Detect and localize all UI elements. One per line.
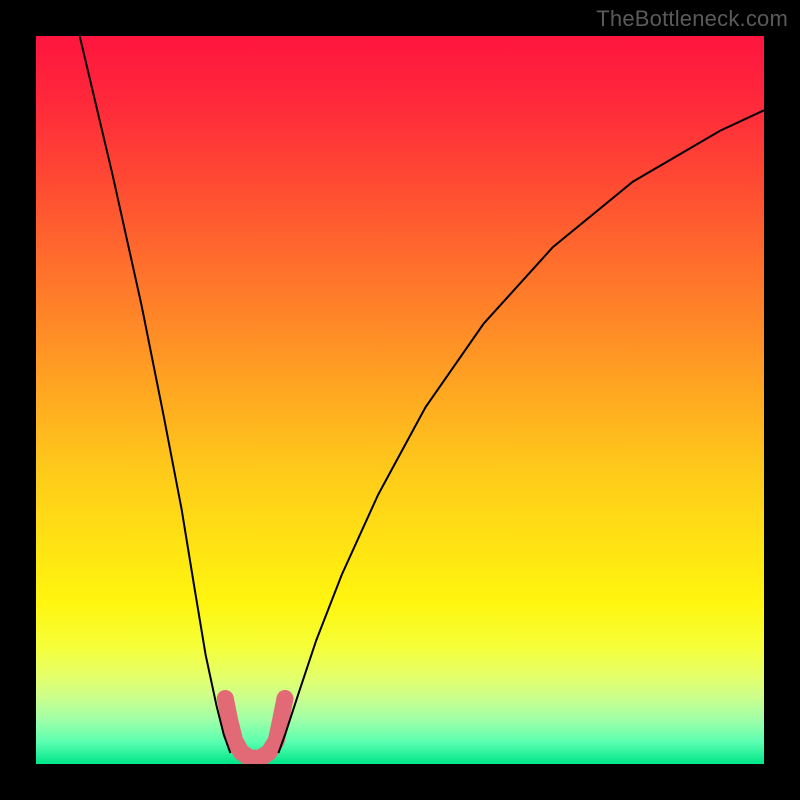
plot-area — [36, 36, 764, 764]
curve-left-branch — [80, 36, 231, 753]
chart-frame: TheBottleneck.com — [0, 0, 800, 800]
valley-marker — [225, 698, 285, 758]
watermark-text: TheBottleneck.com — [596, 6, 788, 32]
curve-layer — [36, 36, 764, 764]
curve-right-branch — [278, 110, 764, 753]
